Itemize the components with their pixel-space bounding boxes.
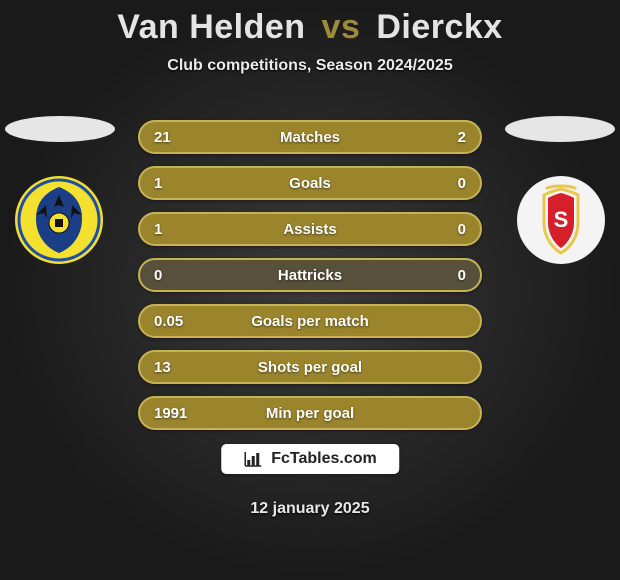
stvv-crest-icon: [14, 175, 104, 265]
chart-icon: [243, 450, 263, 468]
brand-badge: FcTables.com: [221, 444, 399, 474]
stat-value-left: 13: [154, 359, 194, 376]
vs-text: vs: [322, 8, 361, 46]
svg-text:S: S: [554, 207, 569, 232]
stat-value-right: 0: [426, 175, 466, 192]
subtitle: Club competitions, Season 2024/2025: [0, 57, 620, 75]
stat-value-left: 0.05: [154, 313, 194, 330]
brand-text: FcTables.com: [271, 450, 377, 468]
stat-label: Assists: [194, 221, 426, 238]
player2-name: Dierckx: [376, 8, 502, 46]
stat-value-left: 1991: [154, 405, 194, 422]
stat-label: Matches: [194, 129, 426, 146]
stat-row: 13Shots per goal: [138, 350, 482, 384]
stat-label: Goals: [194, 175, 426, 192]
stat-label: Min per goal: [194, 405, 426, 422]
stat-value-right: 0: [426, 267, 466, 284]
player2-platform-shadow: [505, 116, 615, 142]
stats-list: 21Matches21Goals01Assists00Hattricks00.0…: [138, 120, 482, 442]
stat-value-right: 2: [426, 129, 466, 146]
standard-crest-icon: S: [516, 175, 606, 265]
stat-value-right: 0: [426, 221, 466, 238]
stat-label: Shots per goal: [194, 359, 426, 376]
stat-row: 0Hattricks0: [138, 258, 482, 292]
stat-row: 1991Min per goal: [138, 396, 482, 430]
header: Van Helden vs Dierckx Club competitions,…: [0, 0, 620, 75]
club-crest-left: [14, 175, 104, 265]
stat-value-left: 0: [154, 267, 194, 284]
club-crest-right: S: [516, 175, 606, 265]
comparison-title: Van Helden vs Dierckx: [0, 8, 620, 47]
stat-value-left: 1: [154, 221, 194, 238]
stat-row: 1Goals0: [138, 166, 482, 200]
stat-label: Goals per match: [194, 313, 426, 330]
player1-name: Van Helden: [117, 8, 305, 46]
stat-row: 21Matches2: [138, 120, 482, 154]
stat-value-left: 1: [154, 175, 194, 192]
date-text: 12 january 2025: [0, 500, 620, 518]
stat-row: 0.05Goals per match: [138, 304, 482, 338]
stat-row: 1Assists0: [138, 212, 482, 246]
stat-value-left: 21: [154, 129, 194, 146]
player1-platform-shadow: [5, 116, 115, 142]
stat-label: Hattricks: [194, 267, 426, 284]
